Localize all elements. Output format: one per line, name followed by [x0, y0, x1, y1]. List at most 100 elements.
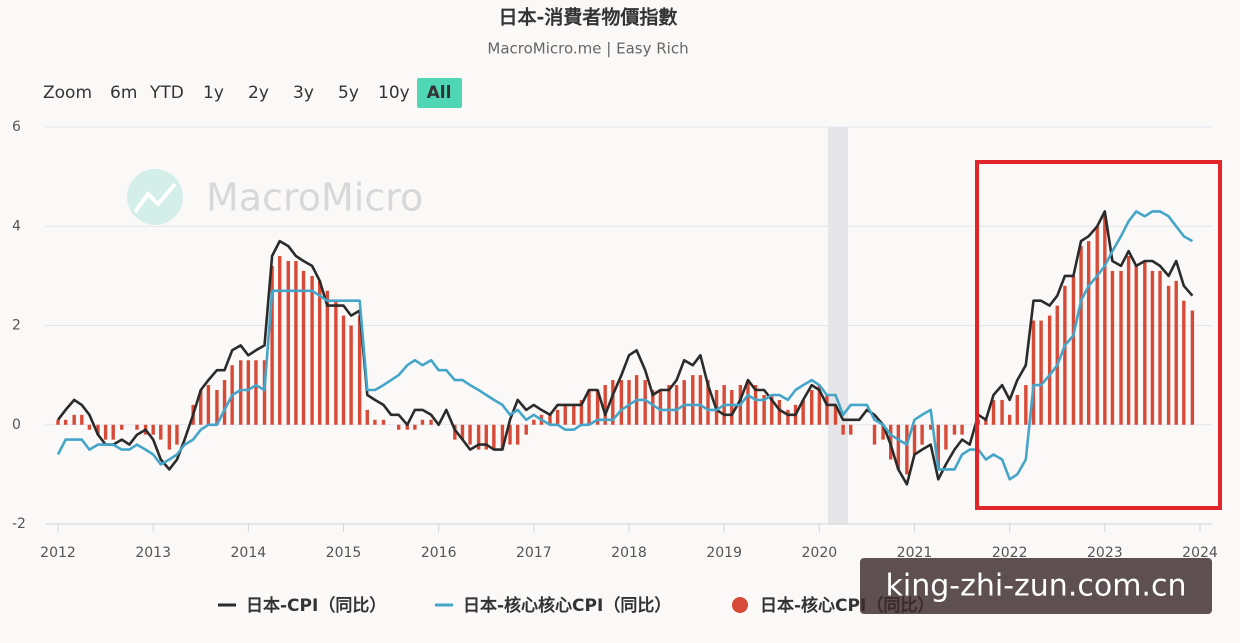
legend-marker[interactable]	[732, 597, 748, 613]
bar	[643, 380, 647, 425]
legend-label[interactable]: 日本-CPI（同比）	[246, 595, 386, 616]
watermark: MacroMicro	[206, 176, 423, 220]
range-button-label[interactable]: 2y	[248, 83, 269, 103]
chart-subtitle: MacroMicro.me | Easy Rich	[487, 40, 688, 58]
bar	[301, 270, 306, 425]
bar	[912, 424, 917, 455]
y-tick-label: 2	[12, 318, 21, 334]
x-tick-label: 2013	[135, 545, 171, 561]
overlay-text: king-zhi-zun.com.cn	[886, 569, 1187, 604]
bar	[1110, 270, 1115, 425]
range-button-bg[interactable]	[417, 78, 462, 108]
range-button[interactable]: 5y	[338, 83, 359, 103]
watermark-logo-mark	[133, 182, 177, 214]
line	[56, 210, 1194, 486]
range-button[interactable]: YTD	[149, 83, 184, 103]
bar	[508, 424, 512, 445]
bar	[1031, 320, 1036, 425]
bar	[278, 256, 282, 425]
range-button-label[interactable]: 6m	[110, 83, 137, 103]
bar	[96, 424, 100, 435]
bar	[1158, 270, 1162, 425]
bar	[786, 409, 790, 425]
bar	[801, 399, 805, 425]
bar	[1166, 285, 1171, 425]
range-button[interactable]: 2y	[248, 83, 269, 103]
bar	[1079, 246, 1083, 425]
bar	[777, 399, 782, 425]
bar	[1190, 310, 1195, 425]
bar	[658, 390, 663, 425]
bar	[698, 375, 703, 425]
bar	[667, 385, 671, 425]
bar	[159, 424, 163, 440]
range-button[interactable]: All	[417, 78, 462, 108]
bar	[555, 409, 560, 425]
bar	[928, 424, 933, 430]
bar	[532, 419, 536, 425]
bar	[1015, 394, 1019, 425]
bar	[151, 424, 155, 435]
x-tick-label: 2023	[1087, 545, 1123, 561]
bar	[825, 394, 829, 425]
bar	[175, 424, 179, 445]
bar	[1126, 256, 1131, 425]
bar	[405, 424, 409, 430]
x-tick-label: 2014	[231, 545, 267, 561]
bar	[762, 394, 766, 425]
range-button-label[interactable]: All	[427, 83, 452, 103]
bar	[87, 424, 92, 430]
bar	[254, 360, 258, 425]
bar	[1103, 216, 1107, 425]
range-button-label[interactable]: YTD	[149, 83, 184, 103]
bar	[1086, 241, 1091, 425]
bar	[63, 419, 68, 425]
range-button[interactable]: 3y	[293, 83, 314, 103]
x-tick-label: 2020	[802, 545, 838, 561]
bar	[991, 399, 996, 425]
x-tick-label: 2019	[706, 545, 742, 561]
bar	[730, 390, 734, 425]
range-button-label[interactable]: 1y	[203, 83, 224, 103]
bar	[595, 390, 600, 425]
bar	[1182, 300, 1186, 425]
bar	[770, 394, 774, 425]
bar	[682, 380, 686, 425]
range-button-label[interactable]: 10y	[378, 83, 410, 103]
bar	[572, 404, 576, 425]
bar	[841, 424, 845, 435]
zoom-label: Zoom	[43, 83, 92, 103]
bar	[239, 360, 243, 425]
bar	[215, 390, 219, 425]
range-button[interactable]: 10y	[378, 83, 410, 103]
range-button[interactable]: 1y	[203, 83, 224, 103]
y-tick-label: 0	[12, 417, 21, 433]
legend-item[interactable]: 日本-CPI（同比）	[218, 595, 386, 616]
bar	[270, 265, 274, 425]
bar	[960, 424, 964, 435]
x-tick-label: 2021	[897, 545, 933, 561]
range-button[interactable]: 6m	[110, 83, 137, 103]
bar	[310, 275, 314, 425]
lines	[56, 210, 1194, 486]
legend-label[interactable]: 日本-核心核心CPI（同比）	[463, 595, 671, 616]
bar	[167, 424, 172, 450]
bar	[222, 380, 227, 425]
range-button-label[interactable]: 3y	[293, 83, 314, 103]
bar	[429, 419, 433, 425]
bar	[579, 399, 584, 425]
bar	[1047, 315, 1052, 425]
bar	[524, 424, 528, 435]
range-button-label[interactable]: 5y	[338, 83, 359, 103]
x-tick-label: 2022	[992, 545, 1028, 561]
bar	[548, 414, 552, 425]
bar	[1039, 320, 1043, 425]
bar	[484, 424, 488, 450]
bar	[753, 385, 758, 425]
bar	[1174, 280, 1178, 425]
bar	[420, 419, 425, 425]
bar	[103, 424, 108, 440]
bar	[357, 315, 362, 425]
y-tick-label: 6	[12, 119, 21, 135]
legend-item[interactable]: 日本-核心核心CPI（同比）	[435, 595, 671, 616]
